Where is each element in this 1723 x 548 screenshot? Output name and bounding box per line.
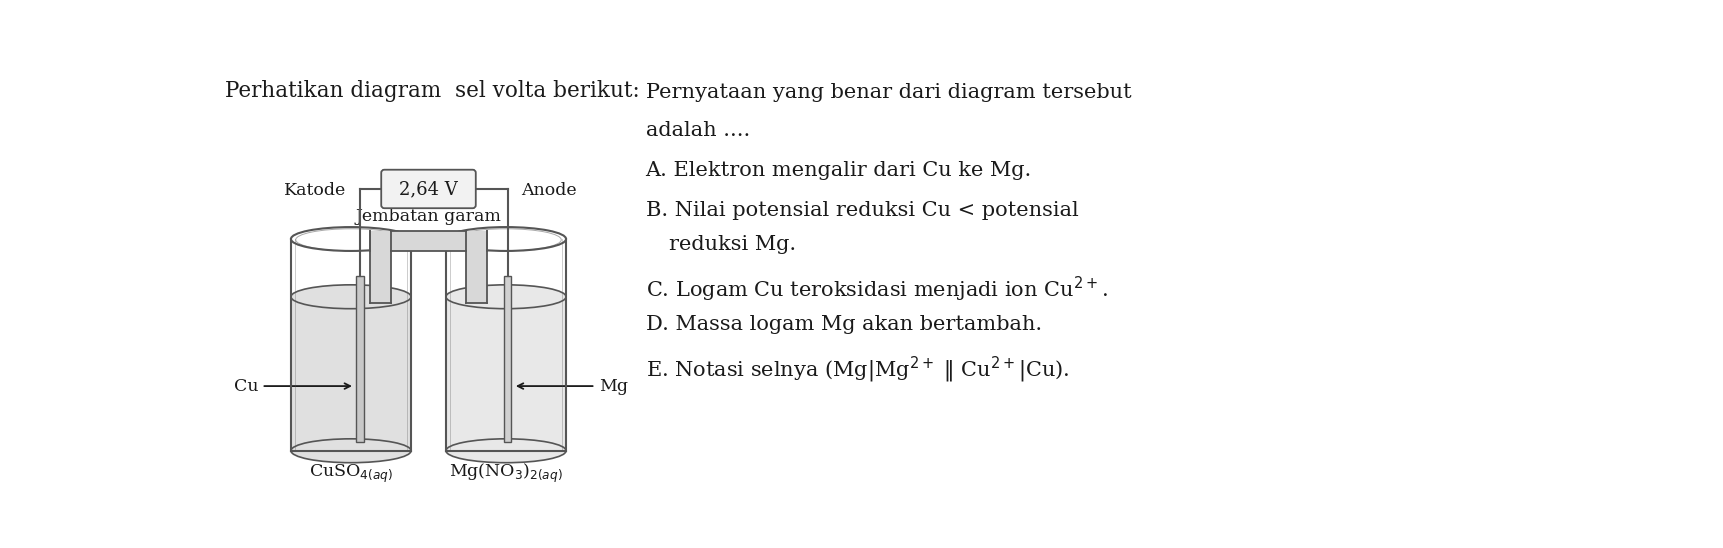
Text: A. Elektron mengalir dari Cu ke Mg.: A. Elektron mengalir dari Cu ke Mg.	[646, 161, 1032, 180]
Bar	[370, 231, 391, 303]
Text: Anode: Anode	[522, 182, 577, 199]
Text: adalah ....: adalah ....	[646, 121, 750, 140]
Text: C. Logam Cu teroksidasi menjadi ion Cu$^{2+}$.: C. Logam Cu teroksidasi menjadi ion Cu$^…	[646, 275, 1108, 304]
Text: Pernyataan yang benar dari diagram tersebut: Pernyataan yang benar dari diagram terse…	[646, 83, 1130, 102]
Text: CuSO$_{4(aq)}$: CuSO$_{4(aq)}$	[308, 463, 393, 485]
Text: Jembatan garam: Jembatan garam	[355, 208, 501, 225]
Bar	[467, 231, 486, 303]
FancyBboxPatch shape	[381, 170, 476, 208]
Text: E. Notasi selnya (Mg$|$Mg$^{2+}$ $\|$ Cu$^{2+}$$|$Cu).: E. Notasi selnya (Mg$|$Mg$^{2+}$ $\|$ Cu…	[646, 355, 1068, 385]
Bar	[357, 276, 364, 442]
Text: 2,64 V: 2,64 V	[400, 180, 458, 198]
Bar	[446, 297, 567, 451]
Bar	[291, 297, 412, 451]
Ellipse shape	[291, 285, 412, 309]
Ellipse shape	[291, 439, 412, 463]
Text: Katode: Katode	[284, 182, 346, 199]
Text: Perhatikan diagram  sel volta berikut:: Perhatikan diagram sel volta berikut:	[224, 79, 639, 101]
Bar	[391, 231, 467, 252]
Ellipse shape	[446, 285, 567, 309]
Text: Mg: Mg	[598, 378, 627, 395]
Text: D. Massa logam Mg akan bertambah.: D. Massa logam Mg akan bertambah.	[646, 315, 1042, 334]
Bar	[503, 276, 512, 442]
Text: Mg(NO$_3$)$_{2(aq)}$: Mg(NO$_3$)$_{2(aq)}$	[450, 463, 563, 486]
Ellipse shape	[446, 439, 567, 463]
Text: B. Nilai potensial reduksi Cu < potensial: B. Nilai potensial reduksi Cu < potensia…	[646, 201, 1079, 220]
Text: reduksi Mg.: reduksi Mg.	[669, 235, 796, 254]
Text: Cu: Cu	[234, 378, 258, 395]
